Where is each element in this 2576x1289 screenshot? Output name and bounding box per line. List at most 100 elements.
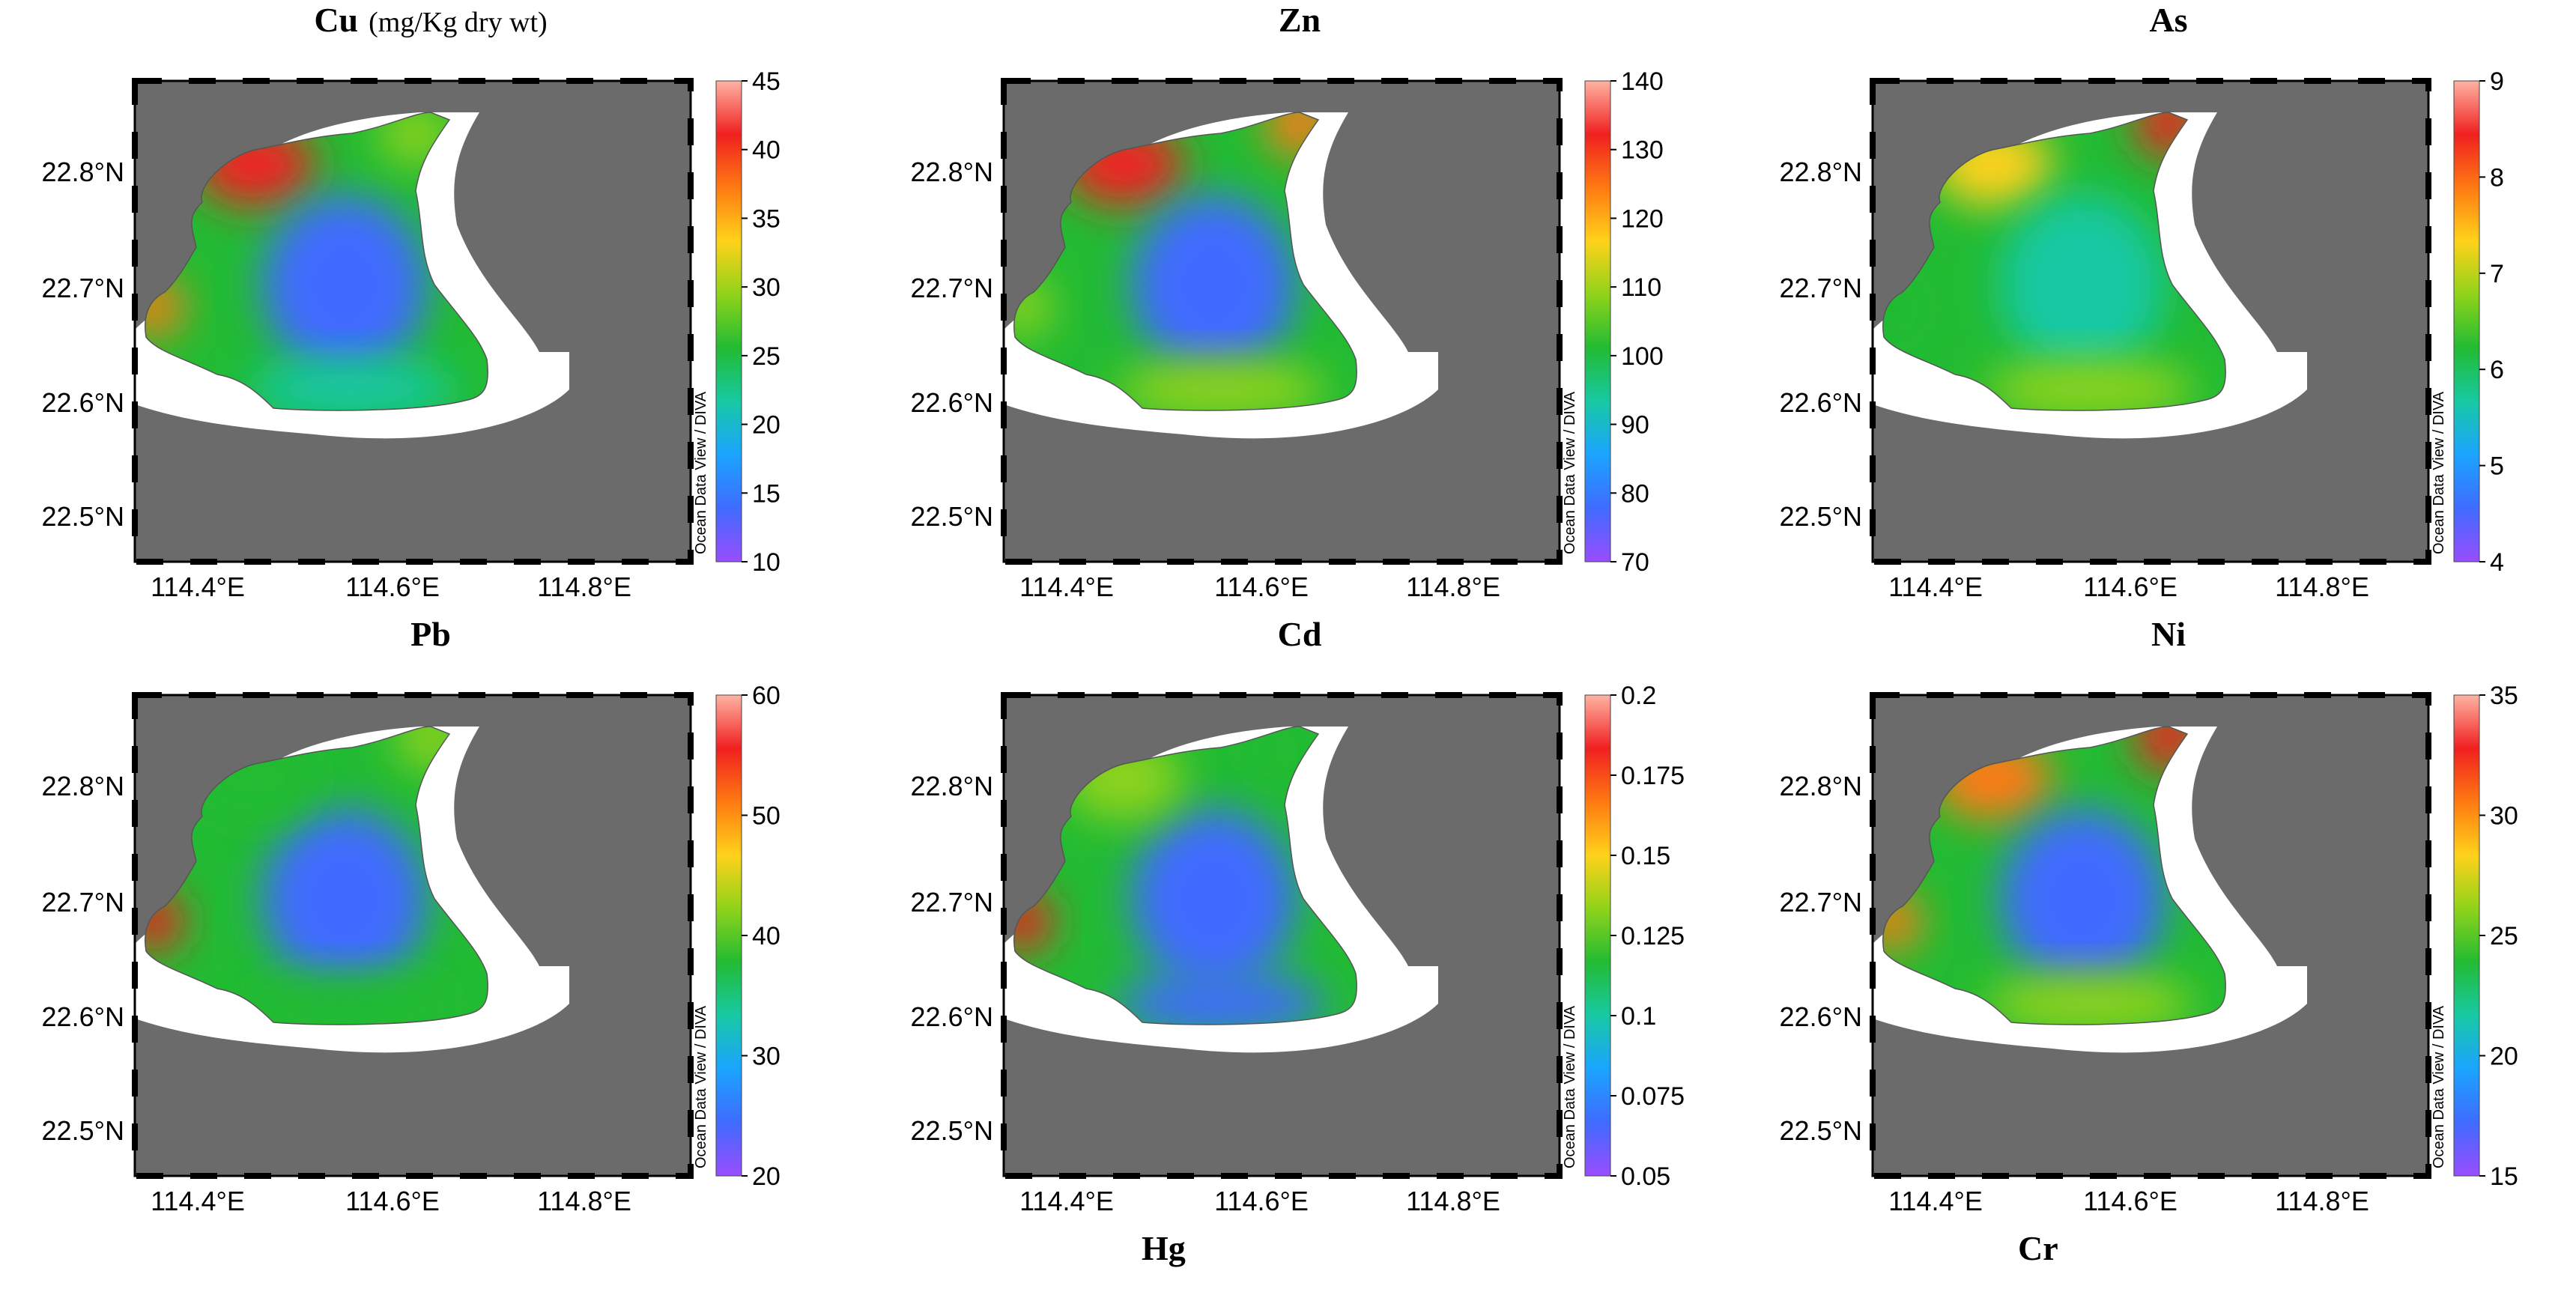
coastline	[1882, 112, 2226, 411]
colorbar-tick-label: 15	[2490, 1162, 2518, 1191]
hotspot-south	[1985, 360, 2195, 410]
colorbar-tick-label: 0.175	[1621, 762, 1685, 790]
colorbar-tick-label: 20	[2490, 1043, 2518, 1071]
panel-title: Ni	[1738, 614, 2576, 654]
panel-ni: Ni 22.8°N 22.7°N 22.6°N 22.5°N 114.4°E 114.6°…	[1738, 614, 2576, 1228]
colorbar-tick-label: 20	[752, 411, 781, 440]
map-figure: 22.8°N 22.7°N 22.6°N 22.5°N 114.4°E 114.6°E 11…	[42, 67, 781, 602]
hotspot-south	[1116, 360, 1326, 410]
lat-tick-label: 22.8°N	[42, 157, 124, 187]
panel-title: Pb	[0, 614, 861, 654]
lon-tick-label: 114.6°E	[1214, 1186, 1309, 1216]
hotspot-west-coast	[1882, 277, 1921, 337]
lon-tick-label: 114.6°E	[2083, 1186, 2178, 1216]
colorbar-tick-label: 60	[752, 682, 781, 710]
colorbar-tick-label: 0.05	[1621, 1162, 1670, 1191]
colorbar	[2453, 694, 2480, 1177]
colorbar	[1584, 694, 1611, 1177]
bottom-label-hg: Hg	[1142, 1229, 1186, 1267]
lon-tick-label: 114.6°E	[345, 571, 440, 602]
hotspot-west-coast	[1013, 277, 1052, 337]
lat-tick-label: 22.6°N	[42, 1001, 124, 1032]
lat-tick-label: 22.6°N	[911, 387, 993, 418]
colorbar-tick-label: 45	[752, 67, 781, 96]
lon-tick-label: 114.8°E	[1406, 1186, 1500, 1216]
colorbar-tick-label: 40	[752, 922, 781, 950]
panel-title: Cd	[869, 614, 1730, 654]
lat-tick-label: 22.8°N	[911, 771, 993, 801]
lon-tick-label: 114.4°E	[151, 571, 245, 602]
hotspot-west-coast	[1882, 891, 1921, 951]
colorbar-tick-label: 4	[2490, 548, 2504, 577]
map-frame-dashes	[132, 692, 694, 1179]
panel-title: As	[1738, 0, 2576, 40]
colorbar-tick-label: 6	[2490, 356, 2504, 384]
lat-tick-label: 22.8°N	[911, 157, 993, 187]
map-frame-dashes	[1870, 78, 2431, 565]
lat-tick-label: 22.8°N	[1780, 771, 1862, 801]
metal-label: Ni	[2151, 615, 2186, 653]
lat-tick-label: 22.6°N	[911, 1001, 993, 1032]
coastline	[1013, 112, 1357, 411]
colorbar-tick-label: 80	[1621, 479, 1649, 508]
colorbar-tick-label: 0.125	[1621, 922, 1685, 950]
coastline	[145, 726, 488, 1025]
bottom-label-cr: Cr	[2018, 1229, 2058, 1267]
colorbar-tick-label: 30	[752, 1043, 781, 1071]
lat-tick-label: 22.5°N	[911, 501, 993, 532]
colorbar-tick-label: 40	[752, 136, 781, 165]
lon-tick-label: 114.4°E	[1019, 1186, 1114, 1216]
map-figure: 22.8°N 22.7°N 22.6°N 22.5°N 114.4°E 114.6°E 11…	[1780, 682, 2518, 1216]
hotspot-south	[247, 360, 457, 410]
colorbar-tick-label: 70	[1621, 548, 1649, 577]
colorbar-tick-label: 7	[2490, 260, 2504, 288]
hotspot-center	[262, 809, 427, 989]
hotspot-center	[2000, 809, 2165, 989]
colorbar-tick-label: 5	[2490, 452, 2504, 481]
lat-tick-label: 22.5°N	[1780, 1115, 1862, 1146]
lon-tick-label: 114.6°E	[345, 1186, 440, 1216]
lat-tick-label: 22.5°N	[42, 1115, 124, 1146]
colorbar-tick-label: 90	[1621, 411, 1649, 440]
lat-tick-label: 22.5°N	[1780, 501, 1862, 532]
map-figure: 22.8°N 22.7°N 22.6°N 22.5°N 114.4°E 114.6°E 11…	[42, 682, 781, 1216]
metal-label: Cu	[314, 1, 359, 39]
colorbar-tick-label: 35	[752, 204, 781, 233]
metal-label: Pb	[410, 615, 451, 653]
hotspot-south	[247, 974, 457, 1025]
lat-tick-label: 22.8°N	[42, 771, 124, 801]
lon-tick-label: 114.4°E	[1888, 571, 1983, 602]
hotspot-center	[2000, 195, 2165, 374]
lon-tick-label: 114.8°E	[1406, 571, 1500, 602]
colorbar-tick-label: 50	[752, 802, 781, 831]
lat-tick-label: 22.7°N	[42, 887, 124, 918]
lat-tick-label: 22.7°N	[1780, 887, 1862, 918]
map-frame-dashes	[1001, 78, 1563, 565]
colorbar	[2453, 80, 2480, 562]
lon-tick-label: 114.6°E	[1214, 571, 1309, 602]
map-frame-dashes	[132, 78, 694, 565]
lon-tick-label: 114.8°E	[537, 1186, 631, 1216]
panel-as: As 22.8°N 22.7°N 22.6°N 22.5°N 114.4°E 114.6°…	[1738, 0, 2576, 614]
colorbar-tick-label: 120	[1621, 204, 1664, 233]
metal-label: As	[2149, 1, 2188, 39]
metal-label: Cd	[1277, 615, 1322, 653]
map-figure: 22.8°N 22.7°N 22.6°N 22.5°N 114.4°E 114.6°E 11…	[911, 682, 1685, 1216]
colorbar-tick-label: 0.2	[1621, 682, 1656, 710]
panel-pb: Pb 22.8°N 22.7°N 22.6°N 22.5°N 114.4°E 114.6°…	[0, 614, 861, 1228]
colorbar	[715, 694, 742, 1177]
colorbar-tick-label: 0.15	[1621, 842, 1670, 870]
colorbar-tick-label: 30	[2490, 802, 2518, 831]
hotspot-center	[262, 195, 427, 374]
hotspot-west-coast	[1013, 891, 1052, 951]
colorbar-tick-label: 110	[1621, 273, 1661, 302]
colorbar-tick-label: 25	[752, 342, 781, 371]
lon-tick-label: 114.4°E	[151, 1186, 245, 1216]
hotspot-center	[1131, 809, 1296, 989]
odv-watermark: Ocean Data View / DIVA	[693, 391, 709, 554]
hotspot-center	[1131, 195, 1296, 374]
colorbar	[1584, 80, 1611, 562]
unit-label: (mg/Kg dry wt)	[369, 7, 548, 38]
colorbar-tick-label: 10	[752, 548, 781, 577]
lat-tick-label: 22.6°N	[1780, 387, 1862, 418]
